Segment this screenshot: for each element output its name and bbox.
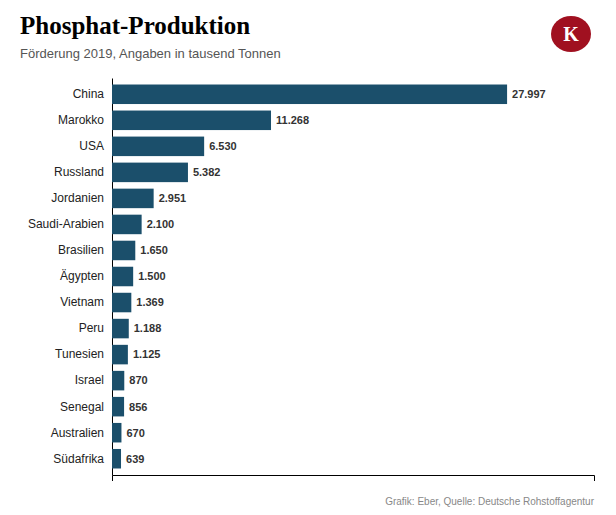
y-tick: China bbox=[73, 87, 112, 101]
data-label: 1.125 bbox=[133, 348, 161, 360]
y-tick: Marokko bbox=[58, 113, 112, 127]
y-tick: USA bbox=[79, 139, 112, 153]
bar bbox=[112, 319, 129, 339]
y-tick: Israel bbox=[75, 373, 112, 387]
bar bbox=[112, 397, 124, 417]
y-tick-label: Ägypten bbox=[60, 269, 104, 283]
bars bbox=[112, 85, 507, 469]
data-label: 670 bbox=[126, 427, 144, 439]
y-tick: Peru bbox=[79, 321, 112, 335]
bar bbox=[112, 137, 204, 157]
y-tick-label: Jordanien bbox=[51, 191, 104, 205]
bar bbox=[112, 163, 188, 183]
y-tick-label: Russland bbox=[54, 165, 104, 179]
data-label: 2.951 bbox=[159, 192, 187, 204]
x-axis bbox=[113, 476, 595, 482]
bar bbox=[112, 189, 154, 209]
y-tick: Russland bbox=[54, 165, 112, 179]
annotation: K bbox=[563, 23, 579, 45]
data-label: 1.188 bbox=[134, 322, 162, 334]
bar bbox=[112, 111, 271, 131]
y-tick-label: Vietnam bbox=[60, 295, 104, 309]
bar bbox=[112, 293, 131, 313]
bar bbox=[112, 449, 121, 469]
y-tick-label: Saudi-Arabien bbox=[28, 217, 104, 231]
y-tick: Australien bbox=[51, 426, 112, 440]
data-label: 5.382 bbox=[193, 166, 221, 178]
y-tick: Südafrika bbox=[53, 452, 112, 466]
x-axis-line bbox=[113, 476, 595, 482]
y-tick-label: Südafrika bbox=[53, 452, 104, 466]
y-tick: Vietnam bbox=[60, 295, 112, 309]
y-tick-label: Peru bbox=[79, 321, 104, 335]
data-label: 6.530 bbox=[209, 140, 237, 152]
data-label: 639 bbox=[126, 453, 144, 465]
bar bbox=[112, 345, 128, 365]
title: Phosphat-Produktion bbox=[20, 12, 250, 39]
data-label: 1.369 bbox=[136, 296, 164, 308]
data-label: 856 bbox=[129, 401, 147, 413]
y-tick-label: Tunesien bbox=[55, 347, 104, 361]
data-label: 27.997 bbox=[512, 88, 546, 100]
bar bbox=[112, 267, 133, 287]
y-tick: Jordanien bbox=[51, 191, 112, 205]
source: Grafik: Eber, Quelle: Deutsche Rohstoffa… bbox=[385, 496, 594, 507]
bar bbox=[112, 423, 121, 443]
data-label: 2.100 bbox=[147, 218, 175, 230]
y-tick-label: USA bbox=[79, 139, 104, 153]
y-tick: Brasilien bbox=[58, 243, 112, 257]
y-tick-label: Senegal bbox=[60, 400, 104, 414]
y-tick: Tunesien bbox=[55, 347, 112, 361]
data-label: 870 bbox=[129, 374, 147, 386]
data-label: 1.650 bbox=[140, 244, 168, 256]
y-tick-label: Australien bbox=[51, 426, 104, 440]
data-labels: 27.997 11.268 6.530 5.382 2.951 2.100 1.650 1.5… bbox=[126, 88, 546, 464]
bar bbox=[112, 215, 142, 235]
bar bbox=[112, 241, 135, 261]
y-tick-label: Brasilien bbox=[58, 243, 104, 257]
logo: K bbox=[551, 16, 591, 52]
logo-badge bbox=[551, 16, 591, 52]
bar bbox=[112, 371, 124, 391]
y-axis: China Marokko USA Russland Jordanien Saudi-Ar… bbox=[28, 79, 113, 476]
y-tick-label: Israel bbox=[75, 373, 104, 387]
y-tick: Ägypten bbox=[60, 269, 112, 283]
data-label: 1.500 bbox=[138, 270, 166, 282]
chart: Phosphat-Produktion Förderung 2019, Angab… bbox=[0, 0, 616, 515]
y-tick-label: China bbox=[73, 87, 105, 101]
data-label: 11.268 bbox=[276, 114, 309, 126]
bar bbox=[112, 85, 507, 105]
y-tick-label: Marokko bbox=[58, 113, 104, 127]
y-tick: Senegal bbox=[60, 400, 112, 414]
y-tick: Saudi-Arabien bbox=[28, 217, 112, 231]
plot: China Marokko USA Russland Jordanien Saudi-Ar… bbox=[28, 79, 595, 482]
subtitle: Förderung 2019, Angaben in tausend Tonne… bbox=[20, 46, 281, 61]
